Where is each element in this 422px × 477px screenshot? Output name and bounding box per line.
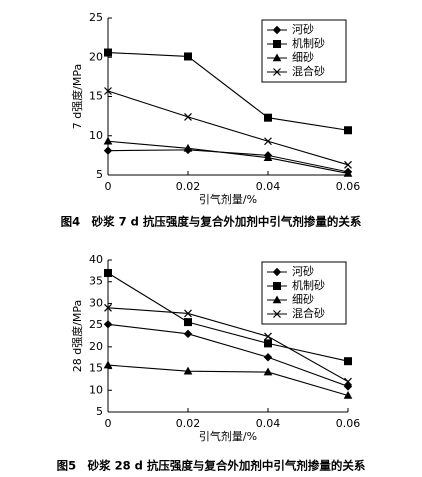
legend-label: 混合砂 bbox=[292, 64, 325, 78]
marker bbox=[272, 25, 282, 35]
marker bbox=[263, 153, 273, 162]
marker bbox=[184, 112, 192, 121]
y-tick-label: 25 bbox=[89, 11, 103, 24]
x-tick-label: 0.04 bbox=[256, 180, 281, 193]
marker bbox=[343, 382, 353, 391]
legend-label: 混合砂 bbox=[292, 306, 325, 320]
marker bbox=[184, 52, 192, 61]
marker bbox=[183, 366, 193, 375]
y-axis-label: 28 d强度/MPa bbox=[70, 300, 84, 373]
x-tick-label: 0.02 bbox=[176, 180, 201, 193]
marker bbox=[104, 269, 112, 278]
series-line bbox=[107, 323, 349, 387]
marker bbox=[272, 295, 282, 304]
marker bbox=[273, 68, 281, 76]
x-axis-label: 引气剂量/% bbox=[199, 192, 257, 206]
legend-label: 河砂 bbox=[292, 265, 314, 278]
marker bbox=[104, 87, 112, 95]
y-tick-label: 35 bbox=[89, 275, 103, 288]
series-line bbox=[107, 364, 349, 397]
x-tick-label: 0.02 bbox=[176, 417, 201, 430]
marker bbox=[264, 113, 272, 122]
series-line bbox=[107, 140, 349, 174]
y-axis-label: 7 d强度/MPa bbox=[70, 64, 84, 130]
marker bbox=[344, 126, 352, 135]
marker bbox=[184, 318, 192, 327]
marker bbox=[103, 320, 113, 329]
marker bbox=[264, 137, 272, 146]
legend-label: 细砂 bbox=[292, 293, 314, 306]
marker bbox=[183, 143, 193, 152]
marker bbox=[273, 40, 281, 48]
legend-label: 机制砂 bbox=[292, 36, 325, 50]
marker bbox=[264, 339, 272, 348]
marker bbox=[272, 267, 282, 277]
y-tick-label: 10 bbox=[89, 383, 103, 396]
legend-label: 机制砂 bbox=[292, 278, 325, 292]
caption: 图4 砂浆 7 d 抗压强度与复合外加剂中引气剂掺量的关系 bbox=[61, 215, 362, 229]
y-tick-label: 40 bbox=[89, 253, 103, 266]
marker bbox=[103, 146, 113, 155]
marker bbox=[344, 160, 352, 169]
x-tick-label: 0 bbox=[105, 417, 112, 430]
x-tick-label: 0.06 bbox=[336, 180, 361, 193]
marker bbox=[183, 329, 193, 339]
series-line bbox=[107, 272, 349, 362]
marker bbox=[104, 303, 112, 312]
marker bbox=[184, 309, 192, 318]
marker bbox=[104, 48, 112, 57]
y-tick-label: 5 bbox=[96, 405, 103, 418]
marker bbox=[273, 282, 281, 290]
caption: 图5 砂浆 28 d 抗压强度与复合外加剂中引气剂掺量的关系 bbox=[57, 459, 366, 473]
x-axis-label: 引气剂量/% bbox=[199, 429, 257, 443]
series-line bbox=[107, 51, 349, 131]
y-tick-label: 20 bbox=[89, 340, 103, 353]
legend-label: 河砂 bbox=[292, 23, 314, 36]
marker bbox=[273, 310, 281, 318]
y-tick-label: 20 bbox=[89, 50, 103, 63]
x-tick-label: 0.04 bbox=[256, 417, 281, 430]
y-tick-label: 30 bbox=[89, 296, 103, 309]
marker bbox=[263, 353, 273, 362]
x-tick-label: 0 bbox=[105, 180, 112, 193]
marker bbox=[343, 390, 353, 399]
marker bbox=[344, 357, 352, 366]
y-tick-label: 15 bbox=[89, 90, 103, 103]
x-tick-label: 0.06 bbox=[336, 417, 361, 430]
y-tick-label: 5 bbox=[96, 168, 103, 181]
marker bbox=[272, 53, 282, 62]
marker bbox=[344, 377, 352, 386]
legend-label: 细砂 bbox=[292, 51, 314, 64]
marker bbox=[263, 367, 273, 376]
marker bbox=[103, 136, 113, 145]
y-tick-label: 10 bbox=[89, 129, 103, 142]
series-line bbox=[107, 307, 349, 383]
series-line bbox=[107, 90, 349, 166]
marker bbox=[264, 332, 272, 341]
marker bbox=[343, 168, 353, 177]
y-tick-label: 15 bbox=[89, 362, 103, 375]
y-tick-label: 25 bbox=[89, 318, 103, 331]
marker bbox=[103, 360, 113, 369]
